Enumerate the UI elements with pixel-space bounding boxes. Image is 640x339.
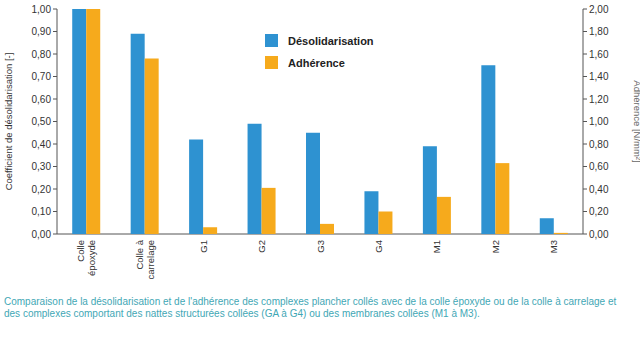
bar [320, 224, 334, 234]
y2-tick [583, 99, 587, 100]
y2-tick-label: 2,00 [589, 4, 609, 15]
y-tick-label: 0,40 [32, 139, 52, 150]
bar [554, 233, 568, 234]
y2-tick [583, 234, 587, 235]
x-tick-label: G3 [315, 240, 326, 253]
y2-tick-label: 0,00 [589, 229, 609, 240]
x-tick-label: M2 [490, 240, 501, 253]
y-tick [53, 166, 57, 167]
y2-tick [583, 121, 587, 122]
legend-swatch [265, 56, 278, 69]
y2-tick [583, 76, 587, 77]
y-tick-label: 0,20 [32, 184, 52, 195]
caption-text: Comparaison de la désolidarisation et de… [4, 296, 616, 319]
y-tick-label: 0,10 [32, 206, 52, 217]
bar [248, 124, 262, 234]
bar [540, 218, 554, 234]
y-tick [53, 211, 57, 212]
y2-axis-label: Adhérence [N/mm²] [632, 80, 640, 162]
y2-tick [583, 9, 587, 10]
x-tick-label: G4 [373, 240, 384, 253]
y-tick-label: 0,50 [32, 116, 52, 127]
bar [145, 59, 159, 235]
y-tick [53, 54, 57, 55]
chart-svg: 0,00 0,10 0,20 0,30 0,40 0,50 0,60 0,70 0,80 0,90… [0, 0, 640, 292]
y2-tick [583, 189, 587, 190]
y2-tick [583, 54, 587, 55]
chart-wrap: 0,00 0,10 0,20 0,30 0,40 0,50 0,60 0,70 0,80 0,90… [0, 0, 640, 339]
y-tick-label: 1,00 [32, 4, 52, 15]
y2-tick [583, 211, 587, 212]
bar [378, 212, 392, 235]
y-tick-label: 0,70 [32, 71, 52, 82]
y-tick [53, 31, 57, 32]
legend-label: Adhérence [288, 57, 345, 69]
y2-tick-label: 0,40 [589, 184, 609, 195]
bar [423, 146, 437, 234]
y2-tick-label: 1,00 [589, 116, 609, 127]
y-tick [53, 76, 57, 77]
bars [72, 9, 568, 234]
y-tick [53, 99, 57, 100]
y-axis-label: Coefficient de désolidarisation [-] [3, 53, 14, 191]
bar [262, 188, 276, 234]
x-tick-label: Colleépoxyde [75, 240, 97, 276]
bar [72, 9, 86, 234]
y-tick [53, 9, 57, 10]
bar [481, 65, 495, 234]
x-tick-label: M3 [548, 240, 559, 253]
bar [131, 34, 145, 234]
y2-tick-label: 0,60 [589, 161, 609, 172]
y2-tick-label: 0,20 [589, 206, 609, 217]
y-tick-label: 0,60 [32, 94, 52, 105]
x-tick-label: G1 [198, 240, 209, 253]
y-tick [53, 234, 57, 235]
y-tick-label: 0,90 [32, 26, 52, 37]
y-tick [53, 121, 57, 122]
x-tick-label: Colle àcarrelage [134, 239, 156, 279]
y-tick-label: 0,30 [32, 161, 52, 172]
y2-tick [583, 166, 587, 167]
y2-tick-label: 1,20 [589, 94, 609, 105]
y-tick [53, 144, 57, 145]
bar [364, 191, 378, 234]
legend-swatch [265, 34, 278, 47]
bar [86, 9, 100, 234]
x-tick-label: M1 [431, 240, 442, 253]
bar [306, 133, 320, 234]
y-tick [53, 189, 57, 190]
x-tick-label: G2 [256, 240, 267, 253]
y2-tick-label: 1,80 [589, 26, 609, 37]
bar [495, 163, 509, 234]
y2-tick-label: 1,60 [589, 49, 609, 60]
legend-label: Désolidarisation [288, 35, 374, 47]
y-tick-label: 0,00 [32, 229, 52, 240]
bar [437, 197, 451, 234]
y2-tick [583, 144, 587, 145]
y2-tick-label: 0,80 [589, 139, 609, 150]
y-tick-label: 0,80 [32, 49, 52, 60]
y2-tick [583, 31, 587, 32]
caption: Comparaison de la désolidarisation et de… [4, 296, 634, 320]
bar [189, 140, 203, 235]
bar [203, 227, 217, 234]
y2-tick-label: 1,40 [589, 71, 609, 82]
